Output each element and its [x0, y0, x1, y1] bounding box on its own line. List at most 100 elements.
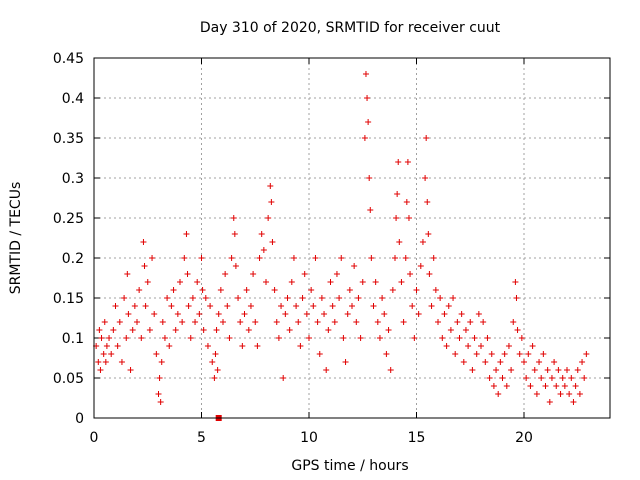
- data-point: [226, 335, 233, 341]
- data-point: [239, 343, 246, 349]
- data-point: [452, 351, 459, 357]
- data-point: [220, 319, 226, 325]
- data-point: [278, 303, 285, 309]
- data-point: [153, 351, 160, 357]
- data-point: [250, 271, 257, 277]
- data-point: [318, 295, 325, 301]
- data-point: [357, 335, 364, 341]
- data-point: [185, 303, 192, 309]
- data-point: [100, 351, 107, 357]
- data-point: [478, 343, 484, 349]
- data-point: [379, 295, 386, 301]
- data-point: [521, 359, 527, 365]
- data-point: [419, 239, 426, 245]
- data-point: [579, 359, 586, 365]
- x-tick-labels: 0 5 10 15 20: [90, 430, 533, 446]
- data-point: [237, 319, 244, 325]
- data-point: [95, 359, 102, 365]
- data-point: [462, 327, 469, 333]
- data-point: [247, 303, 254, 309]
- data-point: [265, 215, 272, 221]
- data-point: [338, 255, 345, 261]
- data-point: [346, 287, 353, 293]
- data-points: [93, 71, 590, 421]
- data-point: [177, 279, 183, 285]
- data-point: [157, 399, 164, 405]
- data-point: [551, 359, 558, 365]
- data-point: [559, 375, 566, 381]
- data-point: [381, 311, 388, 317]
- data-point: [405, 215, 412, 221]
- data-point: [241, 311, 248, 317]
- data-point: [138, 335, 145, 341]
- data-point: [156, 375, 163, 381]
- data-point: [460, 359, 467, 365]
- data-point: [293, 303, 300, 309]
- data-point: [96, 327, 103, 333]
- data-point: [364, 95, 371, 101]
- x-tick-label: 5: [197, 430, 206, 446]
- data-point: [134, 319, 140, 325]
- data-point: [443, 343, 450, 349]
- data-point: [260, 247, 267, 253]
- data-point: [581, 375, 588, 381]
- data-point: [516, 351, 523, 357]
- data-point: [349, 303, 355, 309]
- data-point: [268, 199, 275, 205]
- data-point: [342, 359, 349, 365]
- data-point: [437, 295, 444, 301]
- data-point: [497, 359, 504, 365]
- data-point: [533, 391, 540, 397]
- data-point: [131, 303, 138, 309]
- data-point: [170, 287, 177, 293]
- data-point: [116, 319, 123, 325]
- data-point: [187, 335, 194, 341]
- data-point: [129, 327, 136, 333]
- data-point: [168, 303, 175, 309]
- data-point: [447, 327, 454, 333]
- data-point: [184, 271, 191, 277]
- data-point: [161, 335, 168, 341]
- data-point: [456, 335, 463, 341]
- y-tick-label: 0.2: [62, 251, 84, 267]
- data-point: [503, 383, 510, 389]
- data-point: [124, 271, 131, 277]
- data-point: [555, 367, 562, 373]
- data-point: [538, 375, 545, 381]
- data-point: [331, 319, 338, 325]
- data-point: [329, 303, 336, 309]
- data-point: [370, 303, 377, 309]
- data-point: [198, 255, 205, 261]
- data-point: [280, 375, 287, 381]
- data-point: [271, 287, 278, 293]
- data-point: [574, 367, 581, 373]
- data-point: [400, 319, 407, 325]
- data-point: [310, 303, 317, 309]
- data-point: [232, 263, 239, 269]
- data-point: [141, 263, 148, 269]
- data-point: [211, 375, 218, 381]
- data-point: [258, 231, 265, 237]
- data-point: [505, 343, 512, 349]
- data-point: [125, 311, 132, 317]
- grid-lines: [94, 58, 610, 418]
- data-point: [213, 327, 220, 333]
- data-point: [389, 287, 396, 293]
- data-point: [417, 263, 424, 269]
- data-point: [362, 71, 369, 77]
- y-tick-label: 0.4: [62, 91, 84, 107]
- data-point: [407, 271, 414, 277]
- data-point: [396, 239, 403, 245]
- data-point: [566, 391, 573, 397]
- data-point: [385, 327, 392, 333]
- data-point: [256, 255, 263, 261]
- data-point: [269, 239, 276, 245]
- data-point: [273, 319, 280, 325]
- data-point: [295, 319, 302, 325]
- data-point: [199, 287, 206, 293]
- data-point: [423, 135, 430, 141]
- data-point: [425, 231, 432, 237]
- data-point: [435, 319, 441, 325]
- data-point: [297, 343, 304, 349]
